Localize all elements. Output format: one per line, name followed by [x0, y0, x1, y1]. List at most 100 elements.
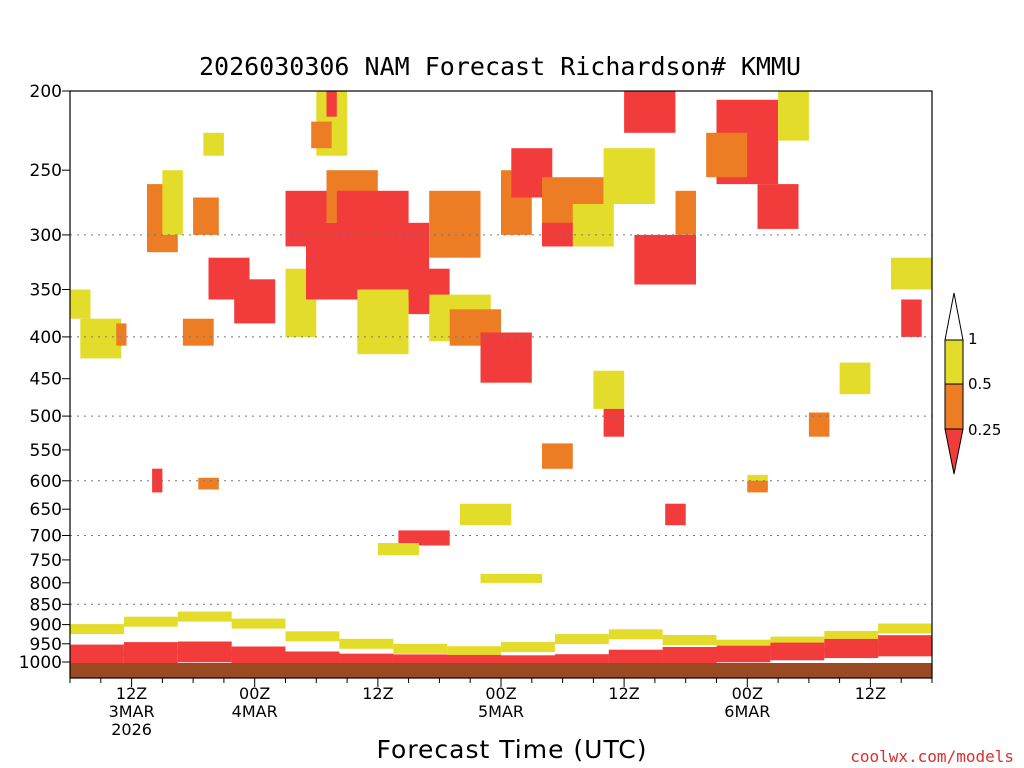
ri-region-mid: [808, 412, 830, 437]
y-tick-label-600: 600: [30, 472, 62, 492]
surface-band-segment: [878, 623, 932, 634]
x-tick-label: 00Z: [732, 684, 763, 703]
y-tick-label-450: 450: [30, 370, 62, 390]
y-tick-label-950: 950: [30, 635, 62, 655]
y-tick-label-400: 400: [30, 328, 62, 348]
ri-region-mid: [198, 477, 219, 490]
y-tick-label-250: 250: [30, 161, 62, 181]
surface-band-segment: [770, 636, 825, 647]
ri-region-low: [326, 91, 337, 117]
surface-band-segment: [177, 650, 232, 663]
ri-region-low: [901, 299, 922, 337]
colorbar-label: 0.25: [968, 421, 1001, 439]
ri-region-high: [839, 362, 871, 395]
ri-region-mid: [675, 190, 696, 235]
colorbar-legend: 1 0.5 0.25: [944, 292, 1001, 475]
surface-band-segment: [70, 624, 124, 635]
surface-band-segment: [608, 629, 663, 640]
surface-band-segment: [447, 646, 501, 657]
ri-region-low: [336, 190, 409, 235]
y-tick-label-500: 500: [30, 407, 62, 427]
y-tick-label-200: 200: [30, 82, 62, 102]
surface-band-segment: [716, 639, 771, 650]
ri-region-high: [70, 289, 91, 319]
x-tick-label: 4MAR: [232, 702, 278, 721]
y-tick-label-750: 750: [30, 551, 62, 571]
surface-band-segment: [662, 635, 717, 645]
x-tick-label: 12Z: [608, 684, 639, 703]
surface-band-segment: [878, 644, 932, 657]
ri-region-high: [162, 170, 183, 235]
surface-band-segment: [824, 630, 879, 641]
y-tick-label-800: 800: [30, 574, 62, 594]
ri-region-mid: [706, 132, 748, 178]
ri-region-high: [480, 573, 543, 583]
colorbar-bin-high: [944, 339, 964, 385]
ri-region-high: [593, 370, 625, 409]
surface-band-segment: [339, 638, 394, 649]
ri-region-low: [152, 468, 163, 493]
ri-region-low: [665, 503, 686, 526]
x-tick-label: 12Z: [116, 684, 147, 703]
surface-band-segment: [285, 652, 340, 665]
surface-band-segment: [824, 646, 879, 659]
ri-region-high: [891, 257, 932, 290]
y-tick-label-650: 650: [30, 500, 62, 520]
ri-region-high: [80, 318, 122, 359]
surface-band-segment: [716, 650, 771, 663]
surface-band-segment: [285, 631, 340, 642]
y-axis: 200 250 300 350 400 450 500 550 600 650 700 750 8008…: [19, 82, 70, 673]
ground-strip: [70, 663, 932, 678]
x-tick-label: 3MAR: [109, 702, 155, 721]
surface-band-segment: [123, 642, 178, 655]
ri-region-high: [603, 148, 655, 204]
surface-band-segment: [878, 635, 932, 648]
surface-band-segment: [123, 616, 178, 627]
ri-region-mid: [311, 121, 332, 149]
surface-band-segment: [662, 651, 717, 664]
colorbar-bottom-arrow: [944, 428, 964, 475]
ri-region-low: [624, 91, 676, 133]
ri-region-mid: [182, 318, 214, 346]
y-tick-label-900: 900: [30, 616, 62, 636]
colorbar-top-arrow: [944, 292, 964, 341]
x-tick-label: 00Z: [485, 684, 516, 703]
surface-band-segment: [554, 634, 609, 645]
x-axis-label: Forecast Time (UTC): [377, 735, 648, 764]
colorbar-label: 1: [968, 330, 978, 348]
ri-region-high: [460, 503, 512, 526]
surface-band-segment: [339, 653, 394, 666]
source-credit: coolwx.com/models: [850, 747, 1014, 766]
x-tick-label: 2026: [111, 720, 152, 739]
pressure-gridlines: [70, 234, 932, 605]
y-tick-label-300: 300: [30, 226, 62, 246]
surface-band-segment: [501, 642, 555, 653]
x-tick-label: 12Z: [855, 684, 886, 703]
y-tick-label-850: 850: [30, 595, 62, 615]
surface-band-segment: [231, 651, 286, 664]
colorbar-bin-mid: [944, 383, 964, 430]
y-tick-label-350: 350: [30, 281, 62, 301]
ri-region-low: [306, 222, 430, 300]
colorbar-label: 0.5: [968, 375, 992, 393]
ri-region-low: [480, 332, 532, 383]
ri-region-low: [398, 530, 450, 546]
ri-region-high: [778, 91, 809, 141]
ri-region-low: [603, 408, 625, 437]
surface-band-segment: [70, 653, 124, 666]
ri-region-high: [357, 289, 409, 355]
x-tick-label: 00Z: [239, 684, 270, 703]
ri-region-low: [634, 234, 696, 285]
ri-region-mid: [193, 197, 219, 235]
ri-region-high: [377, 543, 419, 556]
ri-region-mid: [116, 323, 127, 346]
ri-region-low: [234, 279, 276, 324]
x-tick-label: 5MAR: [478, 702, 524, 721]
ri-region-mid: [429, 190, 481, 258]
plot-area: [70, 91, 932, 678]
surface-band-segment: [177, 611, 232, 622]
x-tick-label: 12Z: [362, 684, 393, 703]
surface-band-segment: [393, 643, 448, 654]
